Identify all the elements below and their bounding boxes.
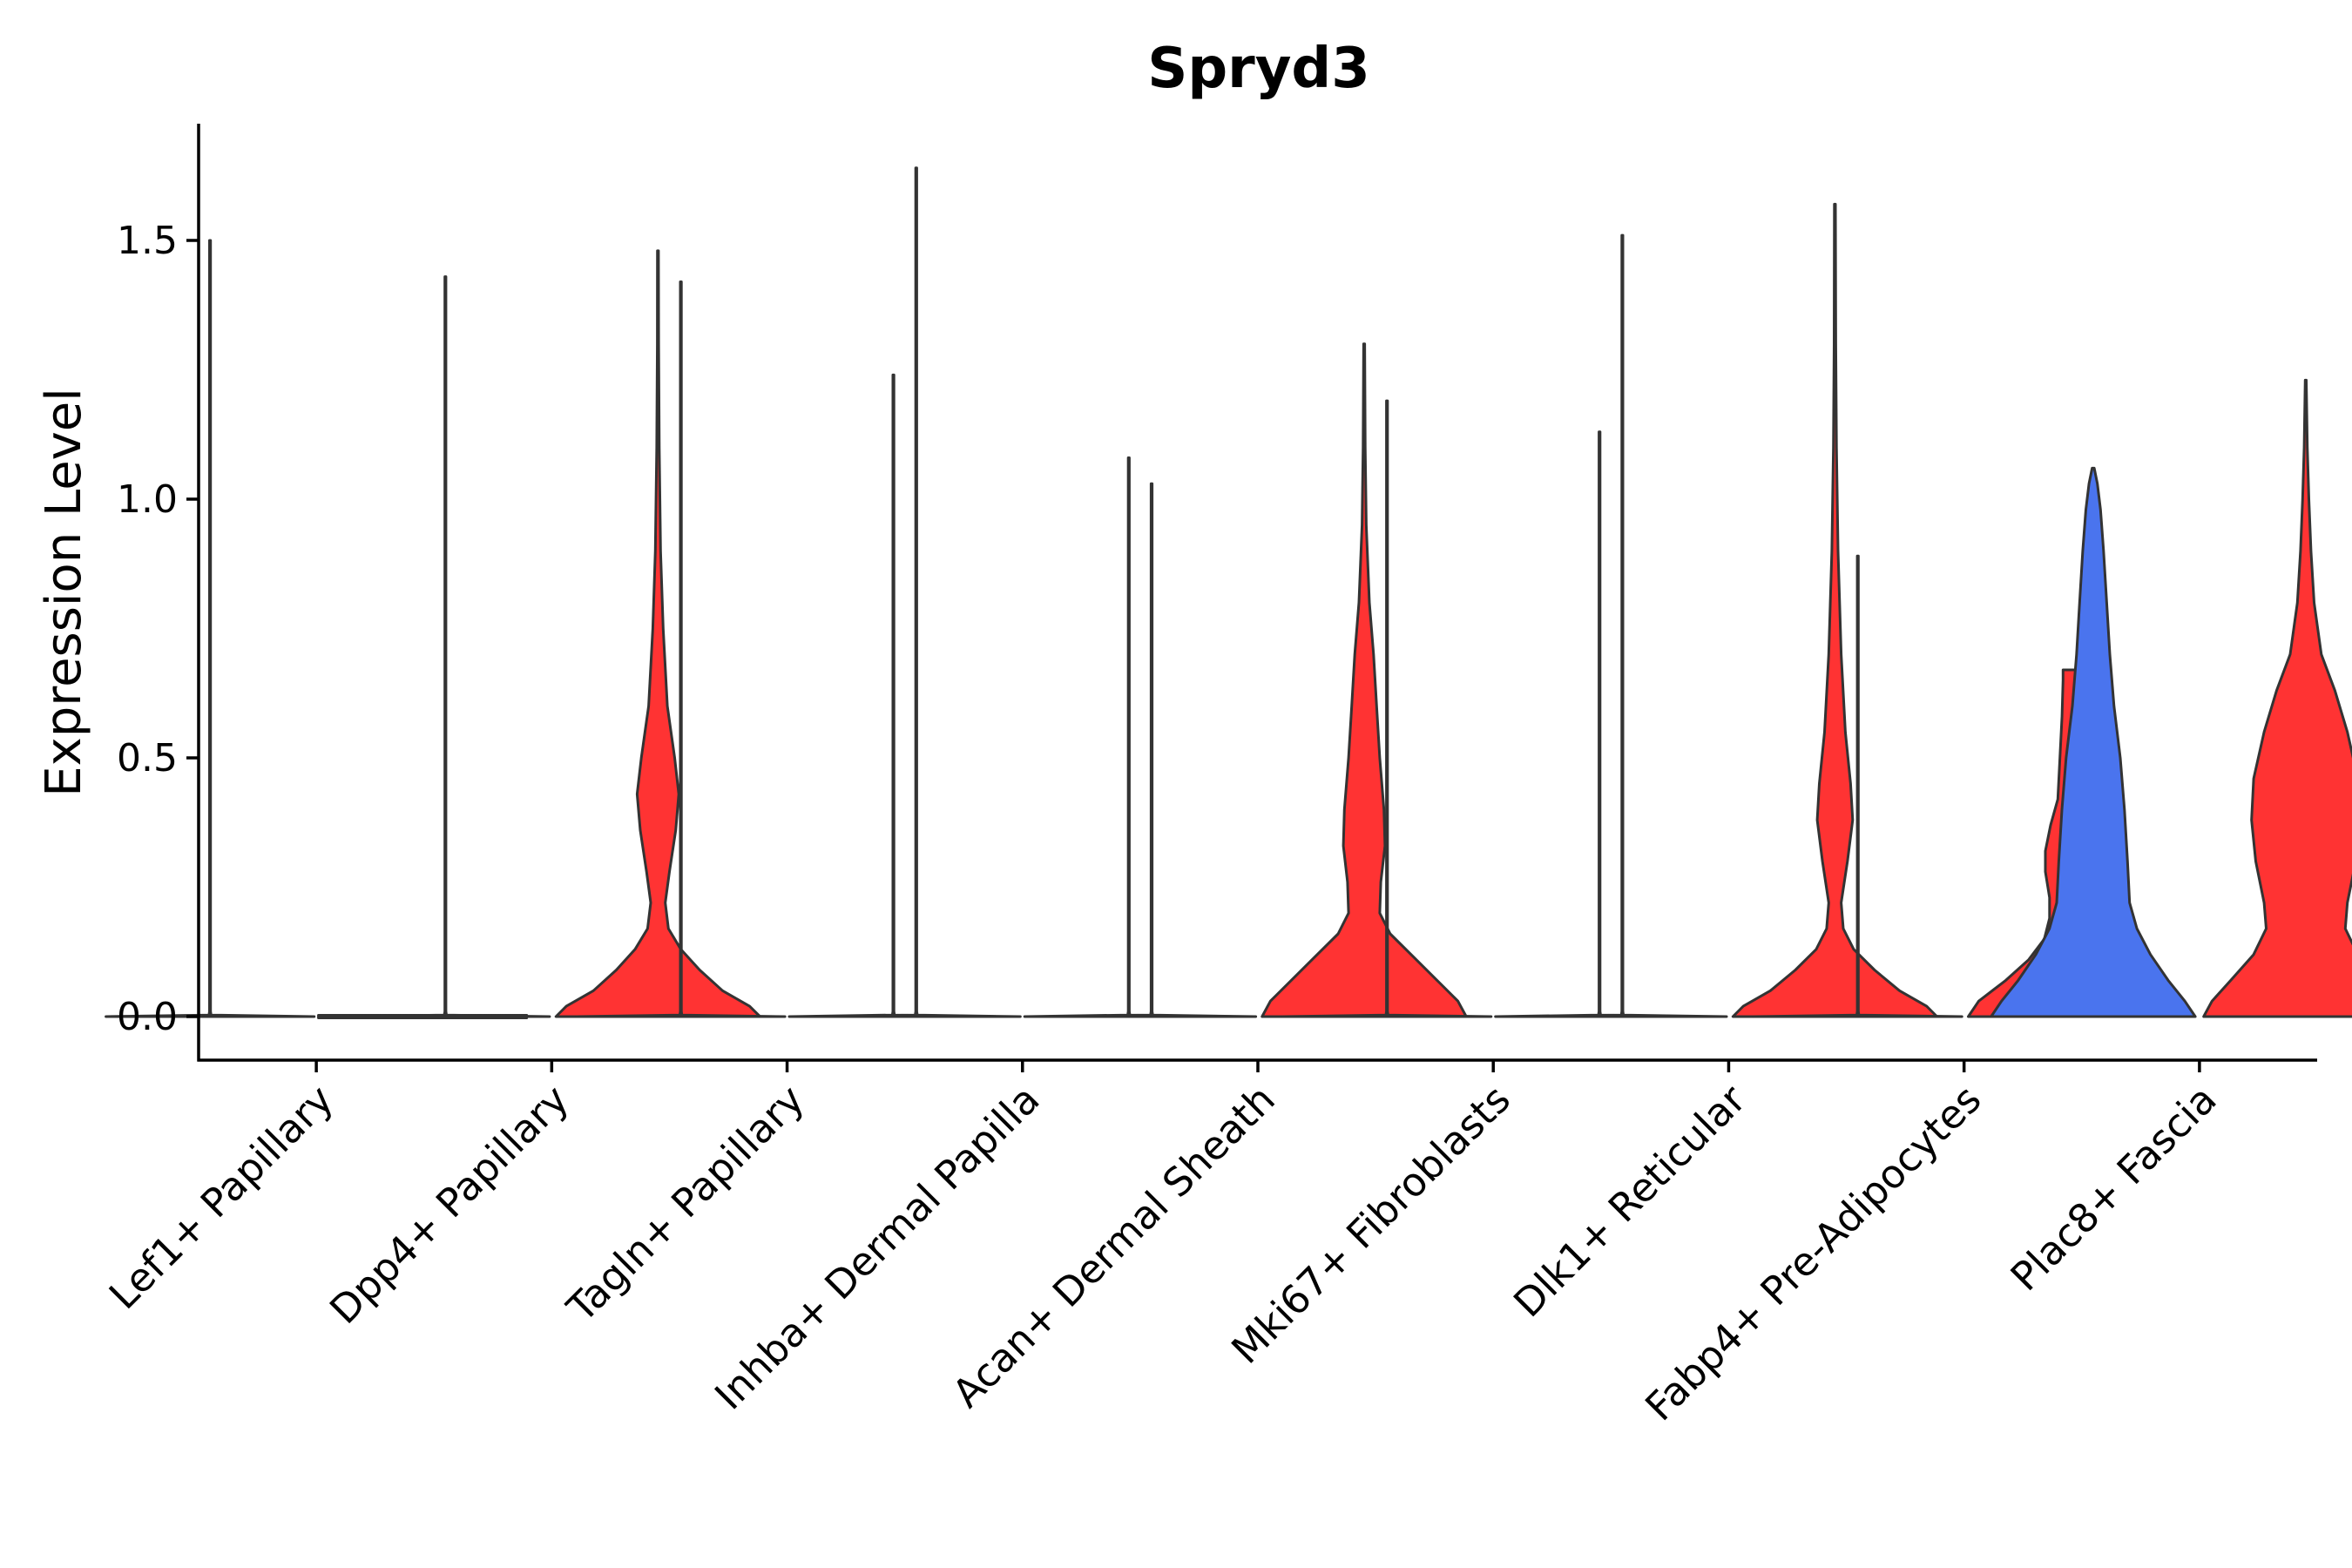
violin-plac8-fascia-right bbox=[2202, 378, 2352, 1018]
violin-inhba-dermal-papilla-left bbox=[810, 166, 1022, 1018]
violin-plac8-fascia-left bbox=[1990, 466, 2197, 1018]
violin-tagln-papillary-right bbox=[787, 373, 999, 1018]
y-tick-label: 0.5 bbox=[117, 736, 178, 781]
x-tick-label: Lef1+ Papillary bbox=[100, 1076, 342, 1318]
x-tick-label: Plac8+ Fascia bbox=[2002, 1076, 2226, 1300]
violin-mki67-fibroblasts-left bbox=[1281, 399, 1493, 1018]
x-tick-label: Dlk1+ Reticular bbox=[1504, 1076, 1754, 1326]
y-tick-label: 1.5 bbox=[117, 219, 178, 263]
violin-tagln-papillary-left bbox=[575, 280, 787, 1018]
violin-dpp4-papillary-right bbox=[554, 249, 761, 1018]
violin-acan-dermal-sheath-left bbox=[1045, 482, 1258, 1018]
y-tick-label: 0.0 bbox=[117, 995, 178, 1039]
violin-lef1-papillary-left bbox=[105, 239, 316, 1018]
violin-acan-dermal-sheath-right bbox=[1260, 342, 1468, 1018]
violin-inhba-dermal-papilla-right bbox=[1023, 456, 1234, 1018]
violin-dlk1-reticular-right bbox=[1731, 202, 1939, 1018]
y-axis-label: Expression Level bbox=[36, 388, 92, 797]
violin-dpp4-papillary-left bbox=[340, 275, 551, 1018]
plot-area bbox=[105, 166, 2352, 1019]
x-tick-label: Tagln+ Papillary bbox=[558, 1076, 813, 1331]
violin-mki67-fibroblasts-right bbox=[1494, 430, 1706, 1018]
violin-dlk1-reticular-left bbox=[1517, 233, 1728, 1018]
chart-title: Spryd3 bbox=[1147, 37, 1370, 101]
violin-fabp4-pre-adipocytes-left bbox=[1752, 554, 1963, 1018]
y-tick-label: 1.0 bbox=[117, 477, 178, 522]
y-axis: 0.0 0.5 1.0 1.5 bbox=[117, 124, 200, 1062]
x-tick-label: Dpp4+ Papillary bbox=[321, 1076, 578, 1333]
